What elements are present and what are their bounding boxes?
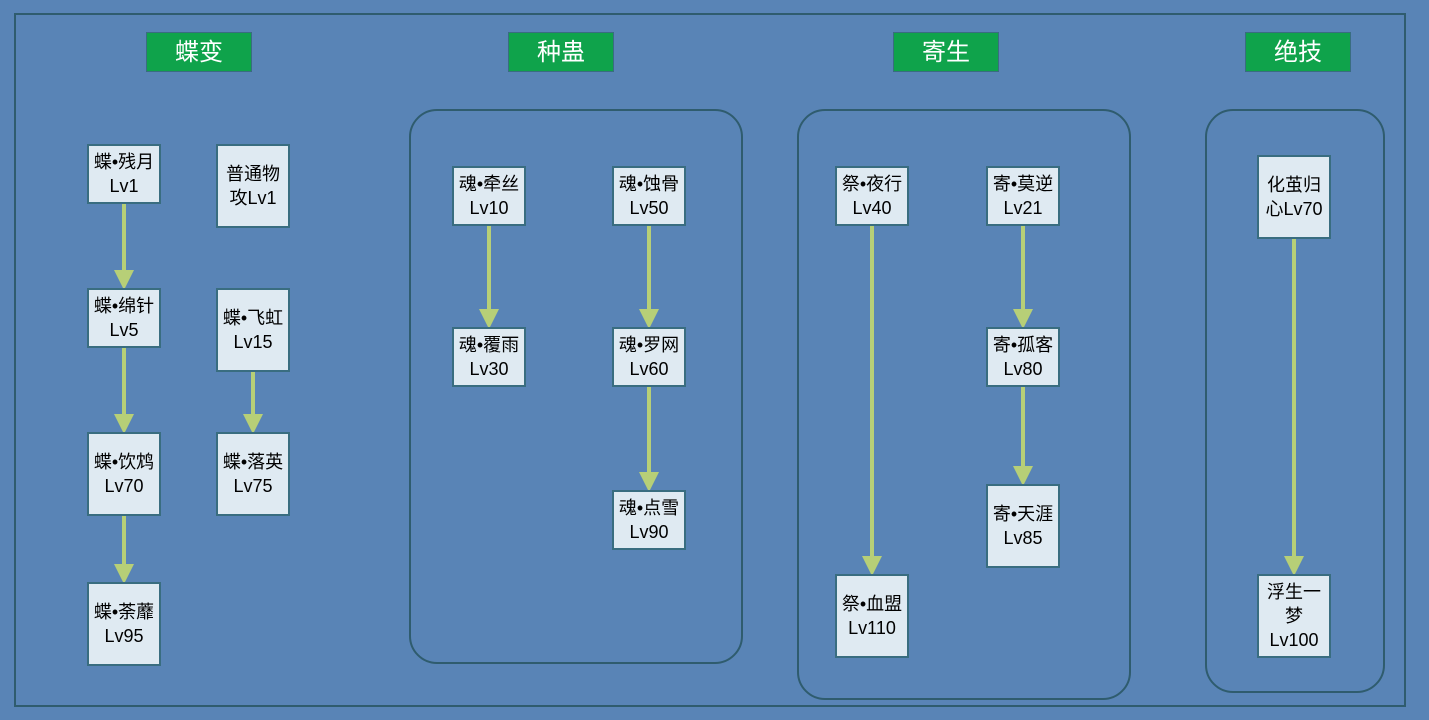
skill-node: 化茧归心Lv70 [1257, 155, 1331, 239]
skill-node: 浮生一梦Lv100 [1257, 574, 1331, 658]
skill-node: 魂•牵丝Lv10 [452, 166, 526, 226]
skill-node: 祭•夜行Lv40 [835, 166, 909, 226]
skill-node: 魂•蚀骨Lv50 [612, 166, 686, 226]
skill-node: 蝶•绵针Lv5 [87, 288, 161, 348]
skill-node: 祭•血盟Lv110 [835, 574, 909, 658]
category-header: 蝶变 [146, 32, 252, 72]
skill-node: 蝶•残月Lv1 [87, 144, 161, 204]
skill-node: 蝶•落英Lv75 [216, 432, 290, 516]
skill-node: 寄•莫逆Lv21 [986, 166, 1060, 226]
category-header: 寄生 [893, 32, 999, 72]
category-header: 绝技 [1245, 32, 1351, 72]
skill-node: 蝶•饮鸩Lv70 [87, 432, 161, 516]
category-header: 种蛊 [508, 32, 614, 72]
skill-node: 魂•点雪Lv90 [612, 490, 686, 550]
skill-node: 蝶•荼蘼Lv95 [87, 582, 161, 666]
skill-node: 寄•孤客Lv80 [986, 327, 1060, 387]
skill-node: 普通物攻Lv1 [216, 144, 290, 228]
skill-node: 蝶•飞虹Lv15 [216, 288, 290, 372]
skill-node: 魂•罗网Lv60 [612, 327, 686, 387]
diagram-canvas: 蝶变 种蛊 寄生 绝技蝶•残月Lv1 蝶•绵针Lv5 蝶•饮鸩Lv70 蝶•荼蘼Lv95 普通… [0, 0, 1429, 720]
skill-node: 寄•天涯Lv85 [986, 484, 1060, 568]
skill-node: 魂•覆雨Lv30 [452, 327, 526, 387]
